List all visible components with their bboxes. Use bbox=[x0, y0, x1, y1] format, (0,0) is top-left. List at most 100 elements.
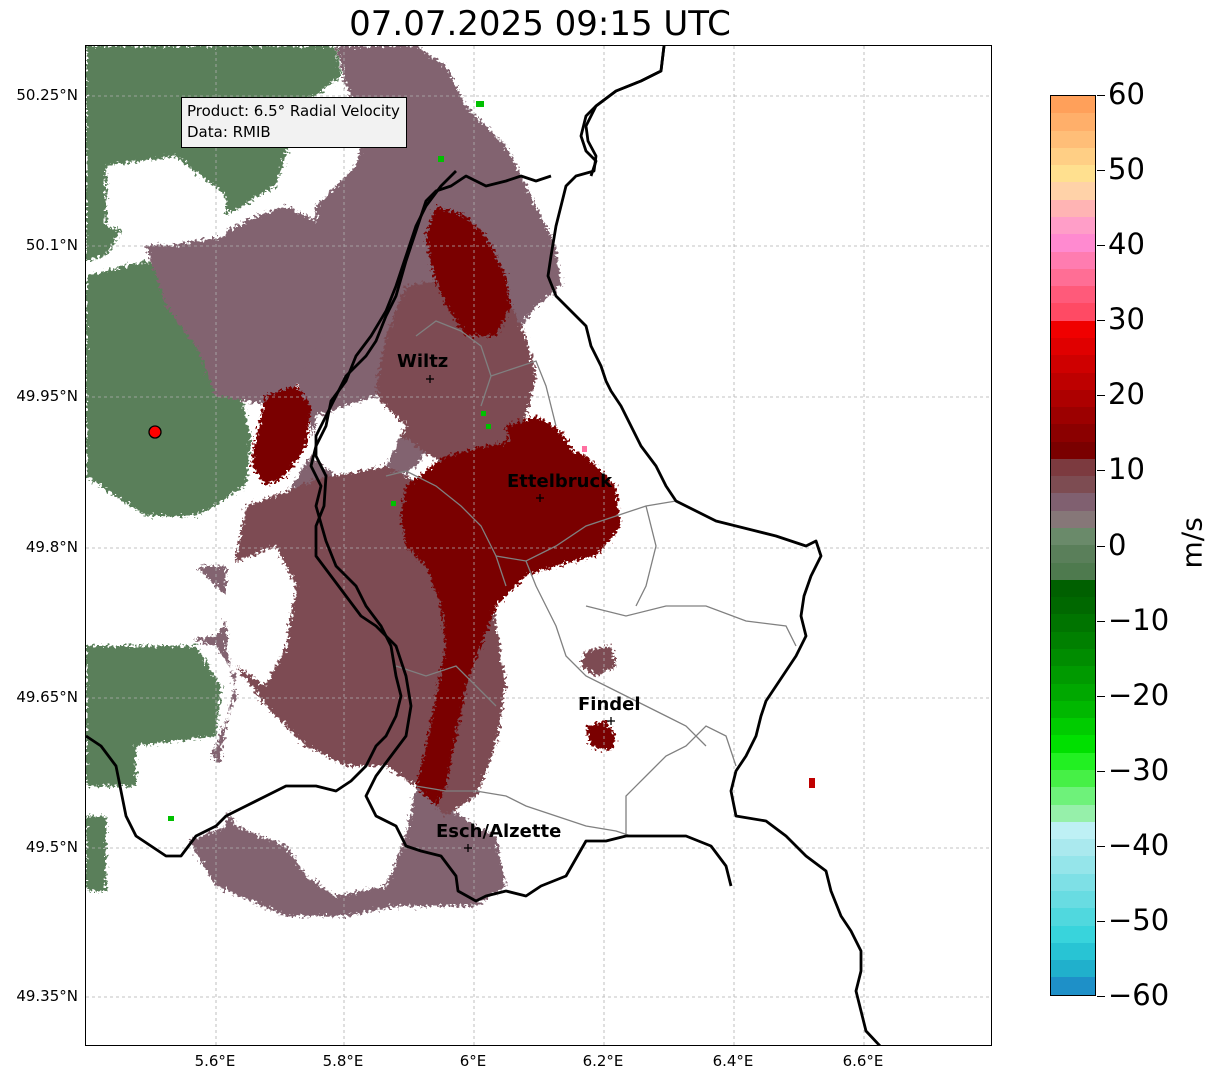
colorbar-segment bbox=[1051, 320, 1095, 338]
colorbar-tick bbox=[1097, 395, 1105, 396]
grid-lines bbox=[86, 46, 991, 1045]
colorbar-segment bbox=[1051, 769, 1095, 788]
colorbar-tick bbox=[1097, 95, 1105, 96]
map-canvas bbox=[86, 46, 991, 1045]
colorbar-segment bbox=[1051, 303, 1095, 321]
colorbar-segment bbox=[1051, 821, 1095, 840]
echo-mauve-north bbox=[386, 46, 561, 306]
colorbar-tick bbox=[1097, 996, 1105, 997]
colorbar-tick-label: 30 bbox=[1108, 302, 1145, 336]
colorbar-segment bbox=[1051, 337, 1095, 356]
lon-tick-label: 6°E bbox=[459, 1052, 487, 1070]
colorbar-segment bbox=[1051, 407, 1095, 425]
city-label-ettelbruck: Ettelbruck bbox=[507, 471, 613, 492]
colorbar-tick-label: −30 bbox=[1108, 753, 1170, 787]
lat-tick-label: 50.1°N bbox=[25, 236, 78, 254]
colorbar-segment bbox=[1051, 631, 1095, 649]
colorbar-segment bbox=[1051, 476, 1095, 494]
city-label-esch-alzette: Esch/Alzette bbox=[436, 821, 562, 842]
echo-mauve-east bbox=[581, 646, 616, 676]
lat-tick-label: 49.35°N bbox=[16, 987, 78, 1005]
colorbar-tick bbox=[1097, 921, 1105, 922]
colorbar-tick bbox=[1097, 320, 1105, 321]
colorbar-segment bbox=[1051, 355, 1095, 373]
colorbar-tick bbox=[1097, 245, 1105, 246]
colorbar-segment bbox=[1051, 804, 1095, 822]
colorbar-segment bbox=[1051, 925, 1095, 943]
velocity-colorbar bbox=[1050, 95, 1096, 996]
colorbar-segment bbox=[1051, 873, 1095, 891]
colorbar-segment bbox=[1051, 424, 1095, 442]
colorbar-tick-label: 10 bbox=[1108, 452, 1145, 486]
colorbar-segment bbox=[1051, 528, 1095, 546]
colorbar-segment bbox=[1051, 614, 1095, 632]
lat-tick-label: 49.8°N bbox=[25, 538, 78, 556]
colorbar-segment bbox=[1051, 389, 1095, 408]
colorbar-tick bbox=[1097, 621, 1105, 622]
colorbar-segment bbox=[1051, 545, 1095, 563]
colorbar-tick-label: 60 bbox=[1108, 77, 1145, 111]
colorbar-segment bbox=[1051, 441, 1095, 459]
colorbar-tick-label: −40 bbox=[1108, 828, 1170, 862]
city-markers bbox=[426, 375, 615, 852]
colorbar-segment bbox=[1051, 700, 1095, 719]
colorbar-tick-label: 40 bbox=[1108, 227, 1145, 261]
colorbar-segment bbox=[1051, 147, 1095, 166]
colorbar-segment bbox=[1051, 251, 1095, 269]
colorbar-segment bbox=[1051, 199, 1095, 217]
colorbar-tick bbox=[1097, 170, 1105, 171]
colorbar-tick-label: −60 bbox=[1108, 978, 1170, 1012]
echo-darkred-north bbox=[426, 206, 511, 336]
lon-tick-label: 5.6°E bbox=[194, 1052, 236, 1070]
lon-tick-label: 6.4°E bbox=[712, 1052, 754, 1070]
echo-mauve-west bbox=[146, 206, 346, 406]
echo-darkred-ne bbox=[506, 416, 576, 476]
echo-green-southwest-2 bbox=[86, 816, 106, 891]
colorbar-segment bbox=[1051, 890, 1095, 909]
colorbar-tick-label: −10 bbox=[1108, 603, 1170, 637]
colorbar-segment bbox=[1051, 977, 1095, 995]
colorbar-segment bbox=[1051, 960, 1095, 978]
colorbar-segment bbox=[1051, 234, 1095, 252]
colorbar-segment bbox=[1051, 666, 1095, 684]
colorbar-tick-label: −20 bbox=[1108, 678, 1170, 712]
radar-map[interactable]: Product: 6.5° Radial Velocity Data: RMIB… bbox=[85, 45, 992, 1046]
colorbar-segment bbox=[1051, 597, 1095, 615]
product-label: Product: 6.5° Radial Velocity bbox=[187, 102, 400, 120]
colorbar-tick-label: 20 bbox=[1108, 377, 1145, 411]
colorbar-segment bbox=[1051, 856, 1095, 874]
echo-darkred-center bbox=[401, 436, 621, 806]
city-label-findel: Findel bbox=[578, 694, 641, 715]
map-title: 07.07.2025 09:15 UTC bbox=[349, 4, 731, 44]
colorbar-segment bbox=[1051, 216, 1095, 235]
colorbar-segment bbox=[1051, 752, 1095, 770]
colorbar-tick bbox=[1097, 546, 1105, 547]
colorbar-segment bbox=[1051, 562, 1095, 580]
colorbar-segment bbox=[1051, 683, 1095, 701]
product-info-box: Product: 6.5° Radial Velocity Data: RMIB bbox=[181, 97, 407, 148]
lat-tick-label: 49.95°N bbox=[16, 387, 78, 405]
colorbar-segment bbox=[1051, 579, 1095, 598]
colorbar-segment bbox=[1051, 96, 1095, 114]
echo-green-southwest bbox=[86, 646, 221, 786]
echo-darkred-west bbox=[251, 386, 311, 486]
colorbar-segment bbox=[1051, 908, 1095, 926]
colorbar-segment bbox=[1051, 942, 1095, 961]
colorbar-tick bbox=[1097, 470, 1105, 471]
colorbar-tick-label: 50 bbox=[1108, 152, 1145, 186]
colorbar-tick-label: 0 bbox=[1108, 528, 1127, 562]
canton-borders bbox=[385, 320, 797, 837]
colorbar-segment bbox=[1051, 165, 1095, 183]
colorbar-segment bbox=[1051, 510, 1095, 529]
data-source-label: Data: RMIB bbox=[187, 123, 271, 141]
country-borders bbox=[86, 46, 882, 1045]
colorbar-segment bbox=[1051, 182, 1095, 200]
colorbar-tick-label: −50 bbox=[1108, 903, 1170, 937]
lat-tick-label: 50.25°N bbox=[16, 86, 78, 104]
lon-tick-label: 6.2°E bbox=[582, 1052, 624, 1070]
colorbar-segment bbox=[1051, 649, 1095, 667]
colorbar-segment bbox=[1051, 372, 1095, 390]
lat-tick-label: 49.65°N bbox=[16, 688, 78, 706]
colorbar-tick bbox=[1097, 846, 1105, 847]
radar-site-marker bbox=[148, 425, 162, 439]
